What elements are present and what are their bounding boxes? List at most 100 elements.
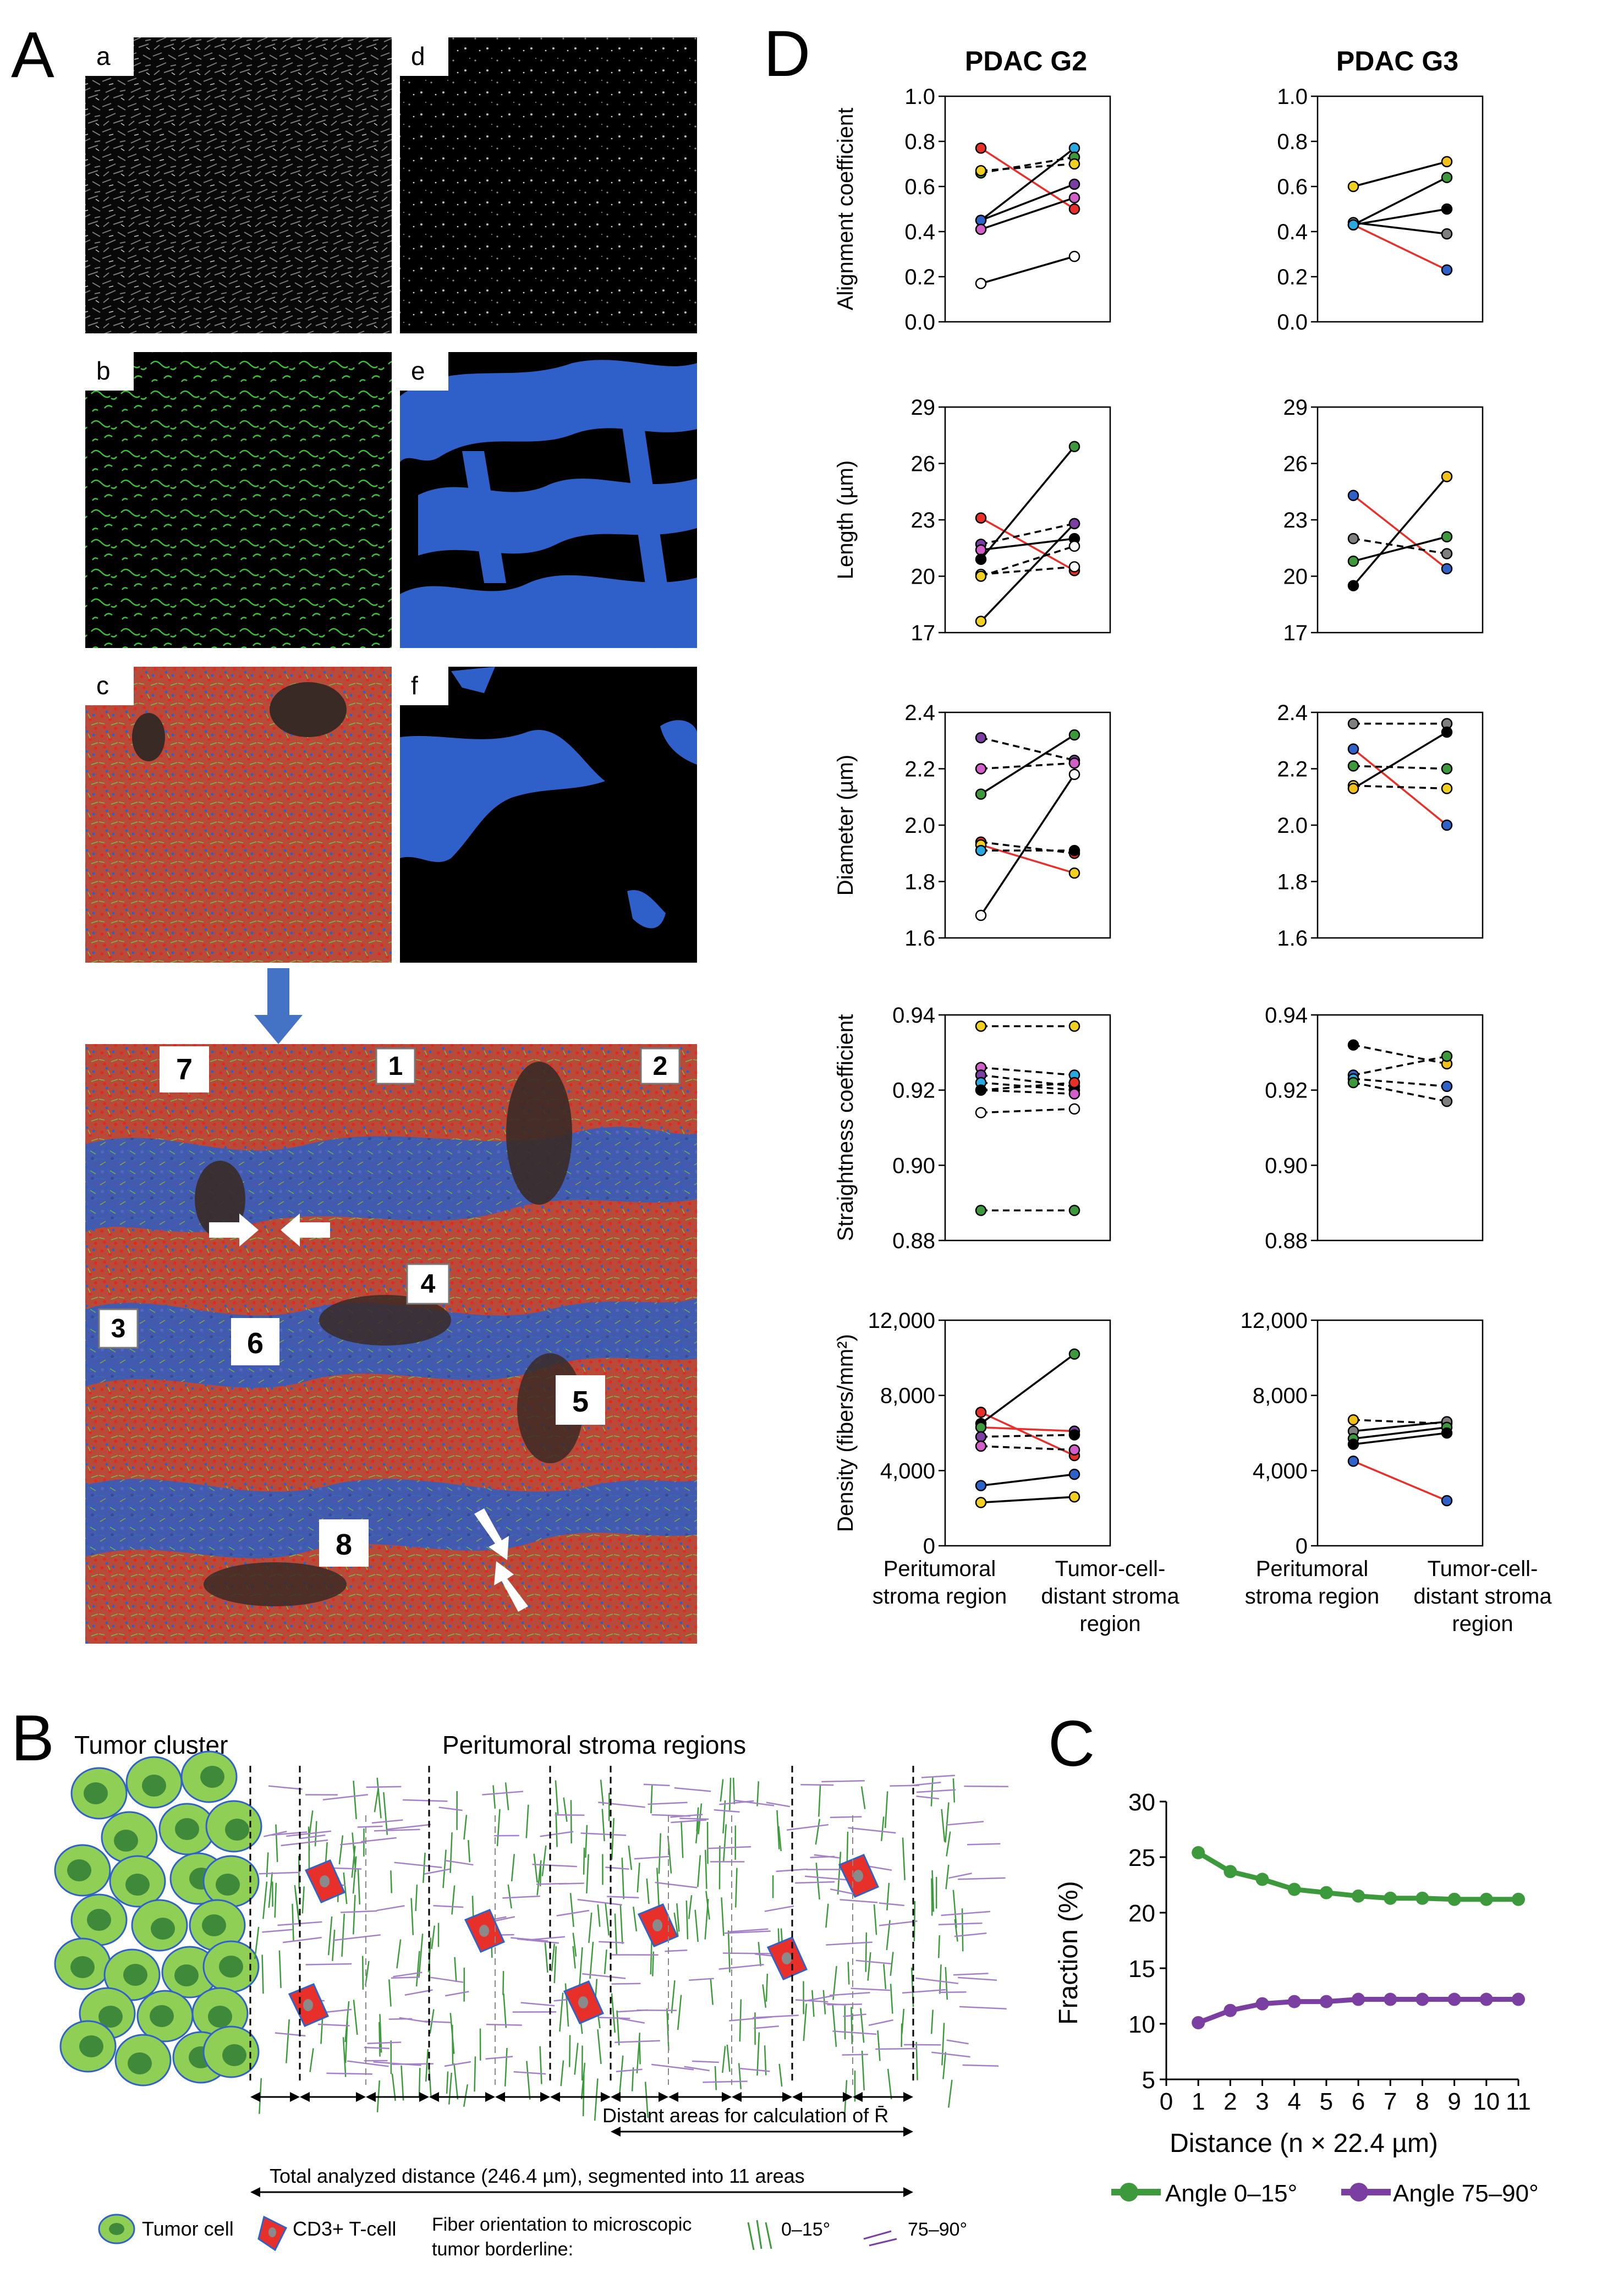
- fiber-parallel: [720, 1779, 724, 1802]
- c-point-1-7: [1415, 1992, 1429, 2006]
- c-xtick-label: 2: [1224, 2088, 1237, 2115]
- fiber-parallel: [619, 1904, 623, 1944]
- fiber-parallel: [756, 2032, 760, 2076]
- fiber-perpendicular: [502, 1895, 540, 1899]
- d-point-1-G3-1-0: [1347, 532, 1359, 545]
- d-ytick-label: 4,000: [1253, 1459, 1308, 1483]
- d-ytick-label: 0.90: [892, 1154, 935, 1178]
- fiber-parallel: [388, 1979, 392, 2007]
- fiber-perpendicular: [879, 1902, 904, 1907]
- fiber-parallel: [418, 1934, 424, 1978]
- fiber-parallel: [507, 1884, 512, 1909]
- d-ytick-label: 12,000: [1241, 1309, 1308, 1333]
- fiber-parallel: [611, 1818, 615, 1860]
- fiber-perpendicular: [607, 1896, 639, 1899]
- fiber-perpendicular: [399, 2017, 428, 2023]
- fiber-perpendicular: [605, 1866, 629, 1870]
- d-point-0-G2-5-1: [1068, 158, 1080, 170]
- fiber-perpendicular: [485, 2056, 513, 2060]
- fiber-parallel: [410, 1898, 414, 1935]
- fiber-perpendicular: [684, 2066, 710, 2072]
- fiber-parallel: [526, 2061, 531, 2100]
- d-series-line-2-G2-4: [980, 844, 1075, 874]
- d-point-2-G2-1-1: [1068, 757, 1080, 769]
- fiber-parallel: [449, 1832, 453, 1873]
- fiber-perpendicular: [430, 1976, 464, 1983]
- d-category-label: Peritumoral: [1256, 1557, 1369, 1581]
- fiber-parallel: [688, 1895, 693, 1919]
- c-point-0-9: [1479, 1892, 1493, 1906]
- fiber-perpendicular: [962, 2064, 999, 2067]
- d-category-label: Peritumoral: [884, 1557, 996, 1581]
- d-point-2-G2-5-0: [975, 844, 987, 856]
- fiber-parallel: [492, 1785, 496, 1809]
- d-point-2-G2-5-1: [1068, 844, 1080, 856]
- fiber-perpendicular: [703, 2080, 748, 2083]
- c-xtick-label: 4: [1287, 2088, 1301, 2115]
- d-point-3-G3-1-1: [1441, 1050, 1453, 1062]
- fiber-parallel: [945, 1802, 950, 1843]
- fiber-parallel: [578, 1947, 583, 1989]
- fiber-parallel: [952, 1890, 957, 1928]
- fiber-parallel: [811, 1990, 815, 2017]
- fiber-parallel: [931, 1870, 935, 1912]
- fiber-parallel: [448, 2072, 452, 2105]
- fiber-perpendicular: [332, 1934, 381, 1941]
- fiber-perpendicular: [671, 1819, 707, 1824]
- fiber-parallel: [376, 1777, 382, 1819]
- d-point-1-G3-1-1: [1441, 548, 1453, 559]
- panel-letter-a: A: [11, 19, 54, 91]
- panel-letter-b: B: [11, 1702, 54, 1775]
- segment-arrow-head: [290, 2092, 300, 2102]
- d-ytick-label: 0.0: [1277, 310, 1308, 334]
- fiber-perpendicular: [651, 2063, 694, 2071]
- fiber-parallel: [286, 2019, 290, 2063]
- fiber-parallel: [902, 1837, 906, 1880]
- fiber-parallel: [727, 1930, 731, 1973]
- down-arrow: [254, 968, 303, 1044]
- d-category-label: Tumor-cell-: [1428, 1557, 1538, 1581]
- d-plot-frame-0-G3: [1316, 95, 1484, 323]
- d-point-1-G3-2-1: [1441, 531, 1453, 542]
- fiber-perpendicular: [299, 1834, 326, 1840]
- fiber-parallel: [652, 1951, 655, 1976]
- fiber-perpendicular: [376, 1905, 405, 1912]
- fiber-perpendicular: [540, 1831, 574, 1837]
- fiber-perpendicular: [262, 1929, 293, 1933]
- d-plot-frame-3-G2: [944, 1014, 1111, 1242]
- fiber-parallel: [454, 1957, 457, 1983]
- fiber-perpendicular: [326, 2072, 372, 2075]
- d-point-2-G2-0-0: [975, 732, 987, 744]
- d-series-line-2-G2-1: [980, 762, 1075, 770]
- sublabel-box-c: [85, 667, 134, 705]
- c-point-1-5: [1352, 1992, 1365, 2006]
- t-cell-nucleus: [578, 1996, 588, 2008]
- fiber-perpendicular: [804, 1875, 847, 1881]
- tumor-cell-nucleus: [114, 1830, 138, 1852]
- d-category-label: region: [1452, 1612, 1513, 1636]
- fiber-parallel: [723, 1824, 727, 1862]
- c-point-0-1: [1224, 1865, 1237, 1879]
- d-category-label: stroma region: [1245, 1584, 1380, 1608]
- d-ytick-label: 1.0: [904, 85, 935, 109]
- fiber-perpendicular: [946, 1821, 984, 1826]
- svg-text:8: 8: [336, 1528, 352, 1561]
- fiber-parallel: [341, 1913, 345, 1957]
- segment-arrow-head: [485, 2092, 495, 2102]
- d-ylabel-4: Density (fibers/mm²): [833, 1334, 858, 1532]
- fiber-parallel: [352, 1832, 356, 1872]
- legend-fiber-line2: tumor borderline:: [432, 2239, 573, 2260]
- fiber-perpendicular: [532, 1863, 577, 1868]
- d-category-label: distant stroma: [1041, 1584, 1179, 1608]
- fiber-parallel: [954, 1919, 958, 1942]
- fiber-perpendicular: [921, 1775, 955, 1778]
- d-point-3-G2-7-0: [975, 1205, 987, 1216]
- fiber-parallel: [728, 1777, 732, 1810]
- d-ytick-label: 0: [923, 1534, 935, 1558]
- fiber-parallel: [589, 1941, 594, 1979]
- fiber-parallel: [666, 2008, 670, 2051]
- fiber-parallel: [621, 1858, 624, 1899]
- fiber-parallel: [536, 1860, 542, 1896]
- d-series-line-3-G2-5: [980, 1089, 1075, 1095]
- fiber-perpendicular: [931, 2051, 970, 2058]
